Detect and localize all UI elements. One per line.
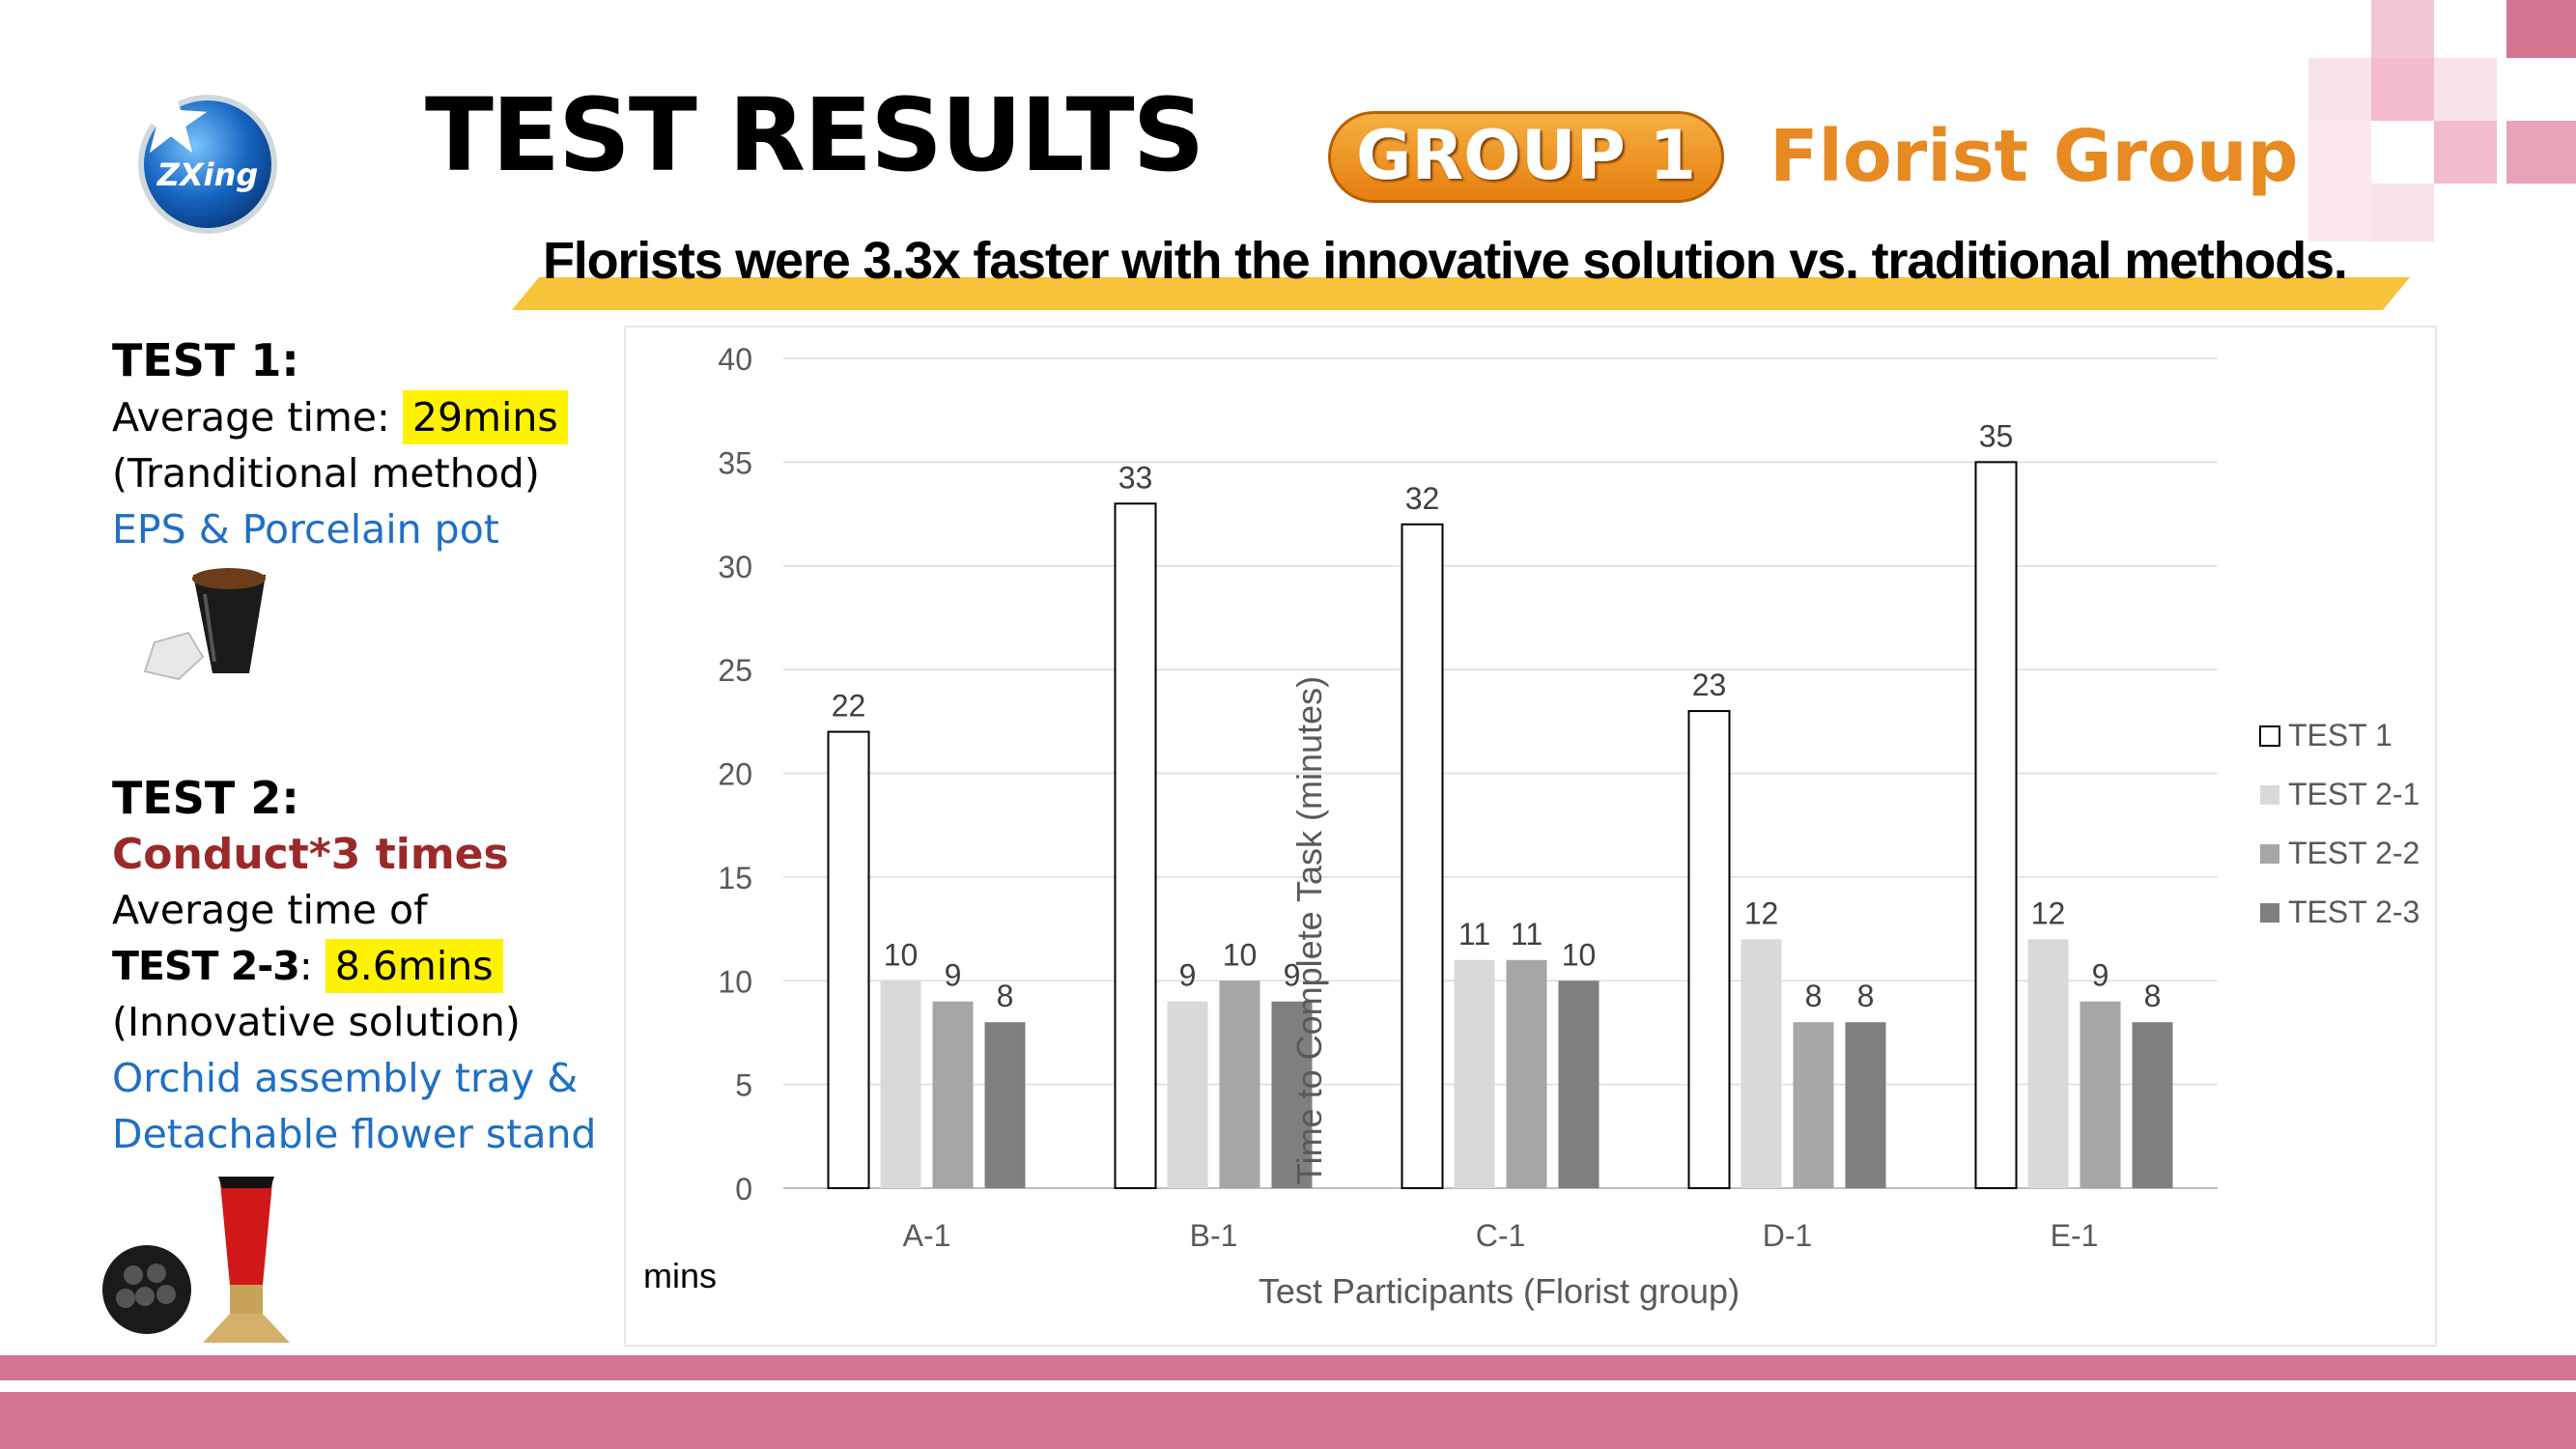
bar-C-1-test-1	[1401, 523, 1444, 1190]
bar-A-1-test-2-1	[880, 980, 921, 1188]
data-label: 35	[1979, 418, 2014, 453]
x-axis-label: Test Participants (Florist group)	[1259, 1271, 1740, 1311]
test2-average: TEST 2-3: 8.6mins	[112, 939, 503, 993]
bar-C-1-test-2-1	[1454, 959, 1495, 1188]
data-label: 9	[945, 958, 962, 993]
group-name: Florist Group	[1769, 115, 2299, 198]
test2-test-label: TEST 2-3	[112, 943, 300, 989]
legend-label: TEST 2-2	[2288, 836, 2420, 870]
y-tick-label: 25	[718, 653, 752, 688]
bar-E-1-test-2-1	[2027, 939, 2069, 1188]
test2-heading: TEST 2:	[112, 772, 299, 824]
bar-C-1-test-2-2	[1506, 959, 1547, 1188]
y-tick-label: 35	[718, 445, 752, 480]
bar-C-1-test-2-3	[1558, 980, 1599, 1188]
test2-materials-line2: Detachable flower stand	[112, 1111, 597, 1157]
test1-heading: TEST 1:	[112, 334, 299, 386]
data-label: 8	[1857, 979, 1875, 1013]
unit-label: mins	[643, 1256, 717, 1295]
bar-A-1-test-1	[827, 730, 870, 1189]
data-label: 10	[1562, 937, 1597, 972]
test1-average: Average time: 29mins	[112, 390, 568, 444]
bar-E-1-test-1	[1974, 461, 2018, 1189]
data-label: 10	[884, 937, 919, 972]
bar-D-1-test-2-1	[1741, 939, 1782, 1188]
test1-materials: EPS & Porcelain pot	[112, 506, 499, 553]
bar-B-1-test-2-3	[1271, 1001, 1313, 1188]
test1-average-value: 29mins	[402, 390, 568, 444]
test2-colon: :	[298, 943, 313, 989]
chart-legend: TEST 1 TEST 2-1 TEST 2-2 TEST 2-3	[2259, 718, 2420, 929]
headline-text: Florists were 3.3x faster with the innov…	[543, 232, 2348, 290]
legend-label: TEST 2-3	[2288, 895, 2420, 929]
data-label: 10	[1223, 937, 1258, 972]
flower-stand-photo-icon	[102, 1177, 290, 1343]
group-badge: GROUP 1	[1328, 111, 1724, 203]
bar-A-1-test-2-2	[932, 1001, 974, 1188]
test1-method: (Tranditional method)	[112, 450, 540, 497]
legend-label: TEST 2-1	[2288, 777, 2420, 811]
decorative-squares	[2308, 0, 2576, 242]
y-tick-label: 20	[718, 757, 752, 792]
page-title: TEST RESULTS	[425, 76, 1204, 194]
legend-swatch	[2260, 844, 2279, 864]
y-axis-label: Time to Complete Task (minutes)	[1289, 676, 1329, 1184]
data-label: 8	[1805, 979, 1823, 1013]
legend-swatch	[2260, 785, 2279, 805]
bar-chart: 0 5 10 15 20 25 30 35 40 22 10 9 8 33 9 10 9 32 11 11 10 23 1…	[643, 342, 2420, 1311]
bar-D-1-test-1	[1687, 710, 1731, 1189]
data-label: 8	[2144, 979, 2162, 1013]
footer-stripe-top	[0, 1355, 2576, 1380]
data-label: 32	[1405, 481, 1440, 516]
x-tick-label: D-1	[1763, 1218, 1813, 1253]
legend-swatch	[2259, 725, 2280, 747]
data-label: 9	[1284, 958, 1301, 993]
data-label: 12	[2031, 895, 2066, 930]
logo-text: ZXing	[156, 156, 259, 193]
porcelain-pot-photo-icon	[143, 568, 266, 681]
bar-B-1-test-1	[1114, 502, 1157, 1189]
y-axis-ticks: 0 5 10 15 20 25 30 35 40	[718, 342, 752, 1207]
y-tick-label: 5	[735, 1068, 752, 1103]
headline-banner	[512, 277, 2410, 310]
data-label: 23	[1692, 668, 1727, 702]
data-label: 9	[1179, 958, 1197, 993]
test1-average-prefix: Average time:	[112, 394, 390, 440]
bar-B-1-test-2-2	[1219, 980, 1260, 1188]
data-label: 9	[2092, 958, 2109, 993]
y-tick-label: 40	[718, 342, 752, 377]
y-tick-label: 0	[735, 1172, 752, 1207]
x-tick-label: A-1	[903, 1218, 951, 1253]
legend-label: TEST 1	[2288, 718, 2392, 753]
data-label: 11	[1458, 917, 1490, 952]
data-label: 8	[997, 979, 1014, 1013]
bar-E-1-test-2-3	[2132, 1022, 2173, 1188]
test2-conduct: Conduct*3 times	[112, 830, 509, 879]
data-label: 33	[1118, 460, 1153, 495]
data-label: 11	[1511, 917, 1543, 952]
test2-average-value: 8.6mins	[325, 939, 503, 993]
x-tick-label: B-1	[1190, 1218, 1238, 1253]
test2-materials-line1: Orchid assembly tray &	[112, 1055, 579, 1101]
bar-D-1-test-2-2	[1793, 1022, 1834, 1188]
bar-A-1-test-2-3	[984, 1022, 1026, 1188]
bar-E-1-test-2-2	[2080, 1001, 2121, 1188]
y-tick-label: 15	[718, 861, 752, 895]
bar-B-1-test-2-1	[1167, 1001, 1208, 1188]
test2-average-prefix: Average time of	[112, 887, 428, 933]
x-tick-label: C-1	[1476, 1218, 1526, 1253]
y-tick-label: 10	[718, 964, 752, 999]
x-axis-ticks: A-1 B-1 C-1 D-1 E-1	[903, 1218, 2099, 1253]
chart-bars	[827, 461, 2173, 1190]
test2-method: (Innovative solution)	[112, 999, 521, 1045]
data-label: 12	[1744, 895, 1779, 930]
y-tick-label: 30	[718, 550, 752, 584]
data-label: 22	[832, 689, 866, 724]
zxing-logo-icon: ZXing	[136, 83, 277, 234]
legend-swatch	[2260, 903, 2279, 923]
bar-D-1-test-2-3	[1845, 1022, 1886, 1188]
footer-stripe-bottom	[0, 1392, 2576, 1449]
x-tick-label: E-1	[2051, 1218, 2099, 1253]
